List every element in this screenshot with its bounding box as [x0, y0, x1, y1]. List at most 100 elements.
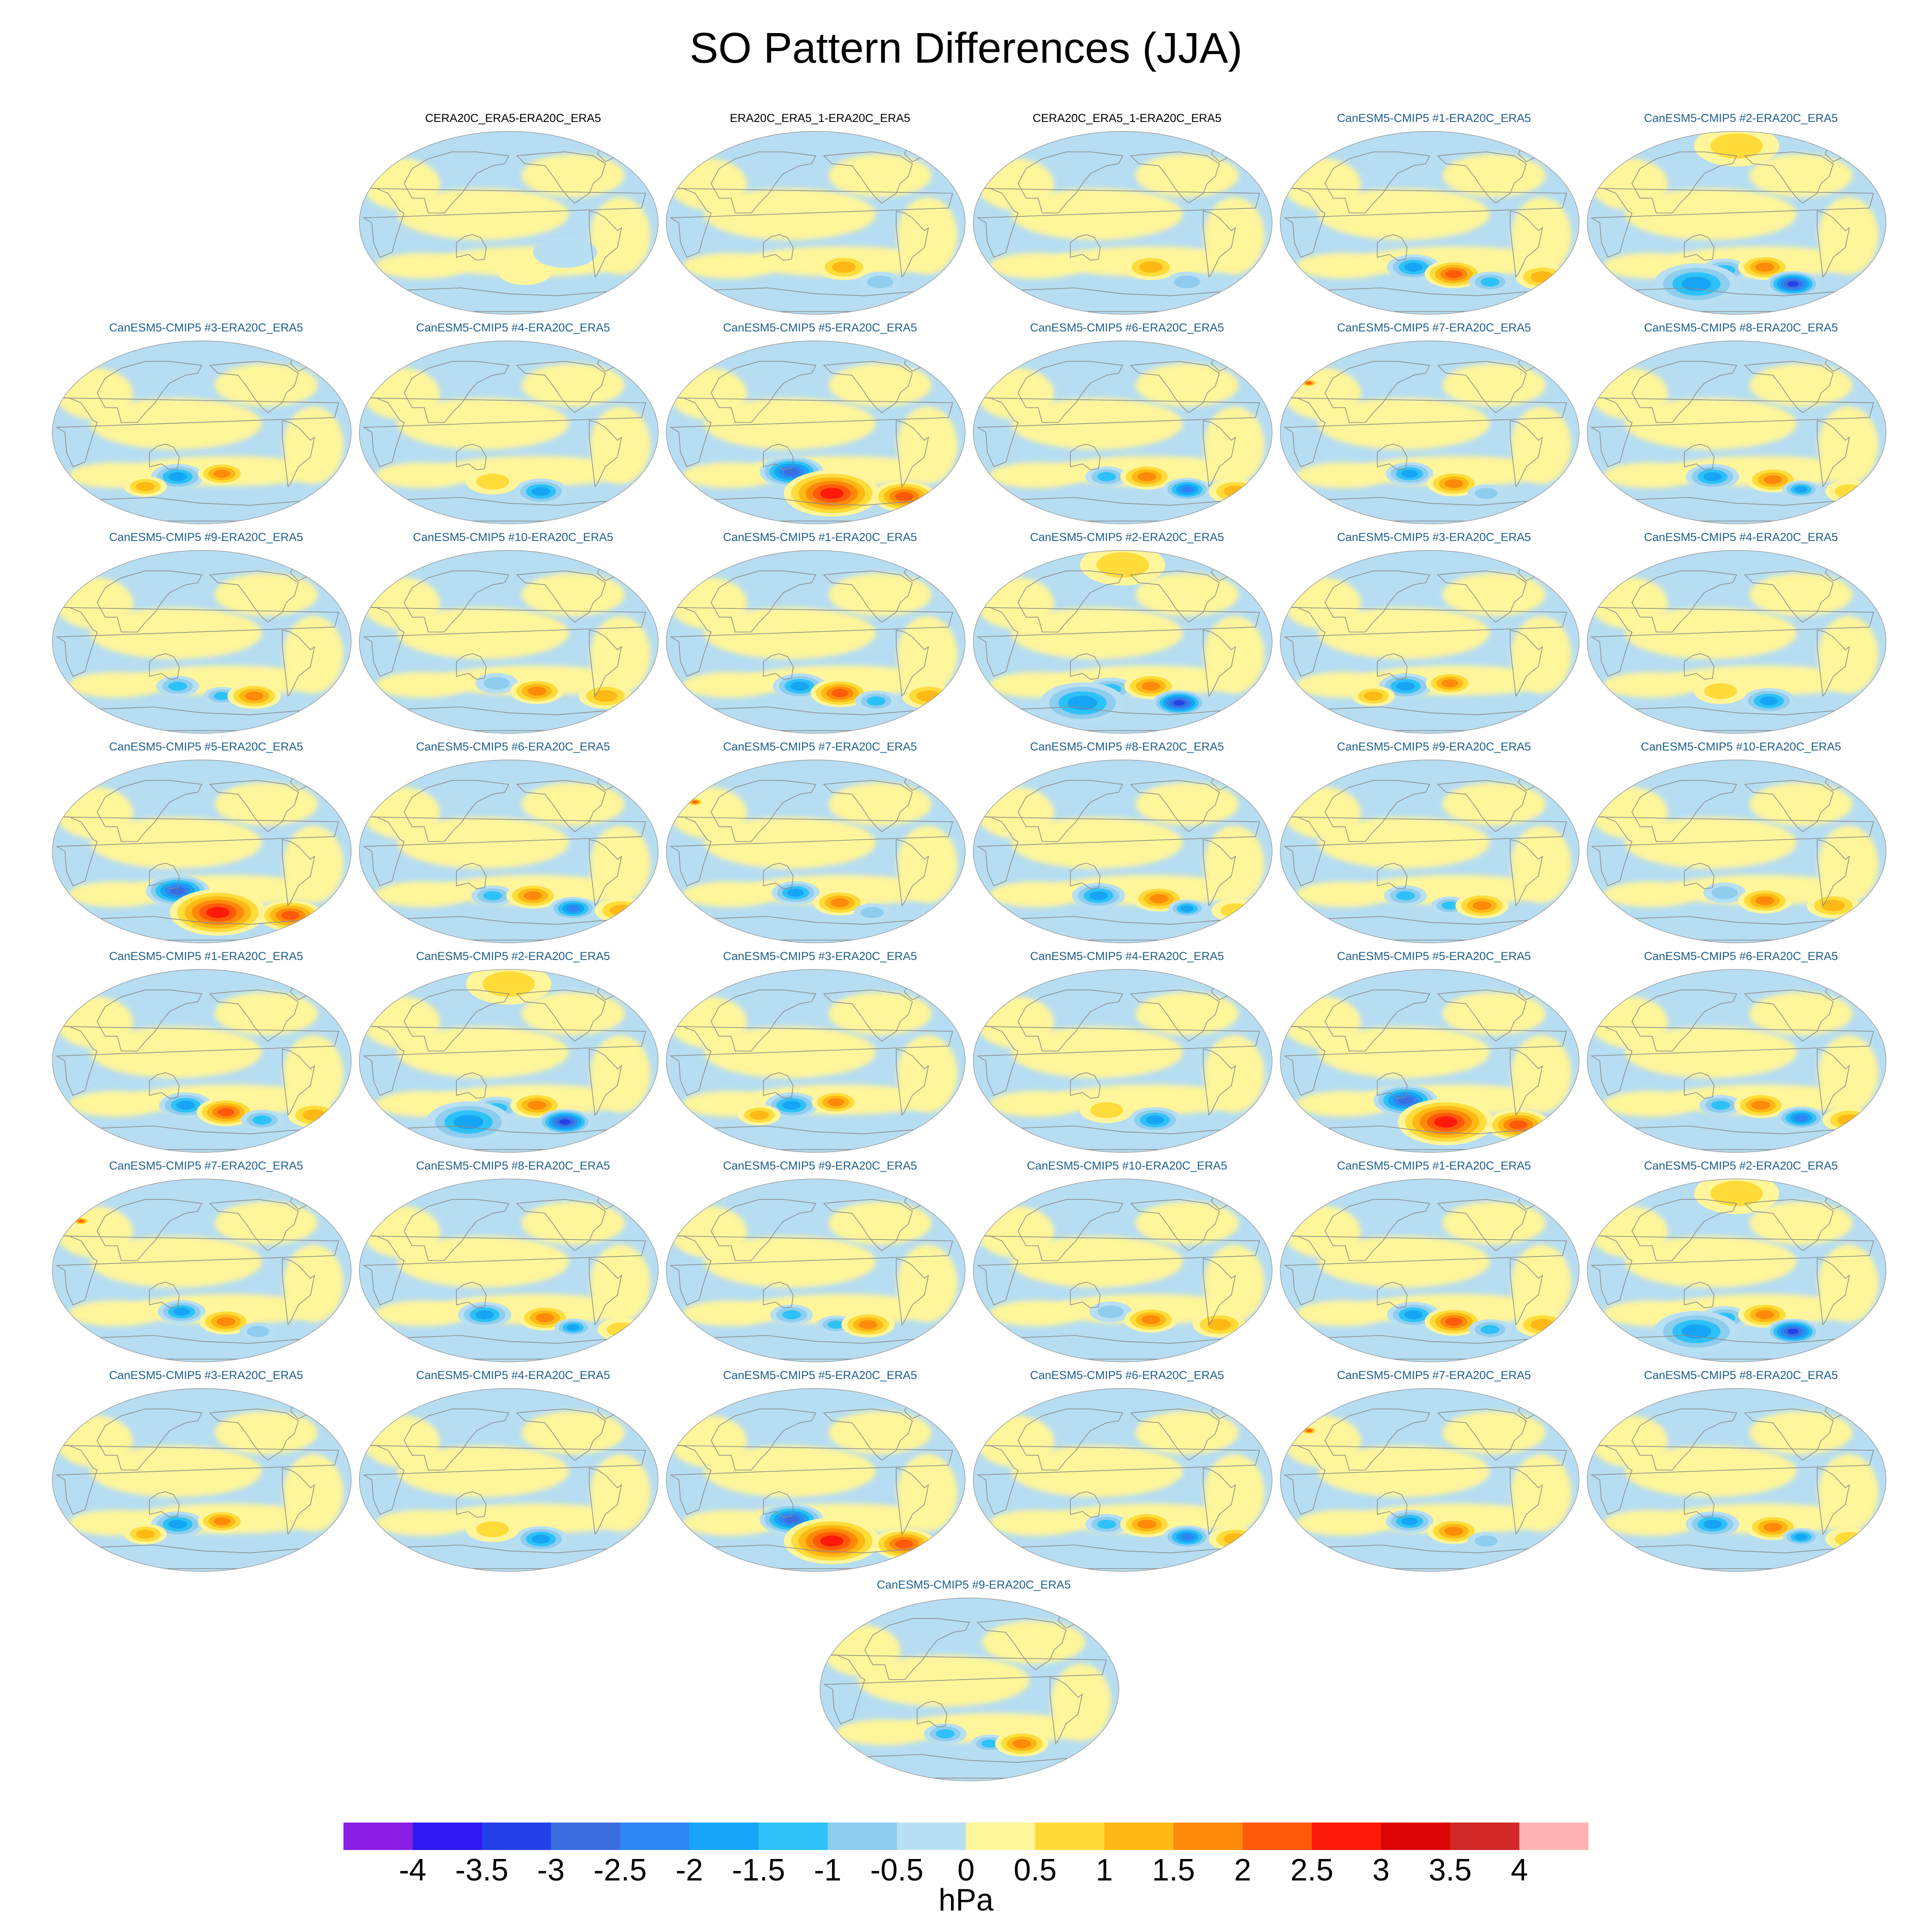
positive-band — [1591, 996, 1668, 1048]
coastline — [1590, 1235, 1874, 1306]
map-outline — [666, 759, 966, 943]
coastline — [1817, 1048, 1850, 1116]
coastline — [363, 1125, 654, 1150]
positive-band — [897, 1245, 957, 1322]
map-plot — [973, 131, 1273, 315]
colorbar-bin — [482, 1823, 551, 1850]
positive-band — [704, 398, 876, 450]
anomaly-contour — [1445, 1317, 1462, 1326]
map-plot — [1587, 131, 1886, 315]
map-panel: CanESM5-CMIP5 #6-ERA20C_ERA5 — [1586, 950, 1896, 1160]
anomaly-contour — [206, 907, 230, 918]
positive-band — [1284, 368, 1361, 419]
positive-band — [1443, 154, 1546, 197]
map-outline — [359, 969, 659, 1153]
coastline — [823, 1654, 1107, 1725]
positive-band — [397, 398, 569, 450]
map-outline — [1587, 969, 1886, 1153]
positive-band — [1136, 573, 1239, 616]
positive-band — [977, 368, 1054, 419]
positive-band — [704, 1446, 876, 1497]
coastline — [516, 989, 606, 1042]
coastline — [763, 1072, 794, 1099]
colorbar-tick-label: -0.5 — [870, 1853, 923, 1887]
coastline — [864, 1618, 970, 1680]
coastline — [977, 1125, 1268, 1150]
panel-title: CanESM5-CMIP5 #7-ERA20C_ERA5 — [109, 1159, 303, 1172]
colorbar-bin — [1242, 1823, 1312, 1850]
map-plot — [1587, 1388, 1886, 1572]
anomaly-contour — [1306, 382, 1312, 384]
colorbar-tick-label: -2 — [675, 1853, 703, 1887]
colorbar-bin — [1104, 1823, 1174, 1850]
positive-band — [376, 672, 470, 698]
coastline — [1437, 780, 1527, 832]
coastline — [589, 839, 622, 907]
positive-band — [1204, 616, 1264, 693]
anomaly-contour — [1530, 1318, 1555, 1331]
panel-title: CanESM5-CMIP5 #6-ERA20C_ERA5 — [416, 740, 610, 753]
positive-band — [1818, 826, 1878, 903]
coastline — [363, 1544, 654, 1569]
anomaly-contour — [168, 472, 187, 481]
positive-band — [522, 992, 625, 1035]
panel-title: CanESM5-CMIP5 #8-ERA20C_ERA5 — [1030, 740, 1224, 753]
positive-band — [1604, 672, 1698, 698]
map-outline — [666, 131, 966, 315]
map-plot — [1280, 759, 1580, 943]
coastline — [1437, 989, 1527, 1042]
coastline — [404, 1408, 510, 1470]
anomaly-contour — [1681, 276, 1711, 292]
anomaly-contour — [453, 1115, 483, 1130]
coastline — [824, 1754, 1115, 1779]
coastline — [1510, 1048, 1543, 1116]
map-outline — [820, 1598, 1119, 1781]
anomaly-contour — [566, 905, 580, 912]
map-panel: CanESM5-CMIP5 #5-ERA20C_ERA5 — [1279, 950, 1589, 1160]
map-outline — [973, 1179, 1273, 1362]
coastline — [1377, 1491, 1408, 1518]
anomaly-contour — [1434, 1116, 1458, 1128]
colorbar-tick-label: 1.5 — [1152, 1853, 1195, 1887]
coastline — [97, 780, 203, 842]
positive-band — [69, 672, 163, 698]
coastline — [976, 607, 1260, 677]
panel-title: CanESM5-CMIP5 #1-ERA20C_ERA5 — [1337, 1159, 1531, 1172]
coastline — [1070, 1072, 1101, 1099]
positive-band — [670, 368, 747, 419]
map-plot — [973, 759, 1273, 943]
positive-band — [283, 1454, 343, 1531]
coastline — [363, 497, 654, 522]
coastline — [823, 1199, 913, 1252]
anomaly-contour — [1474, 1535, 1498, 1547]
map-plot — [973, 550, 1273, 734]
coastline — [1377, 234, 1408, 261]
anomaly-contour — [1787, 281, 1799, 287]
panel-title: CanESM5-CMIP5 #1-ERA20C_ERA5 — [723, 531, 917, 544]
coastline — [589, 1258, 622, 1326]
anomaly-contour — [1821, 899, 1845, 911]
coastline — [976, 397, 1260, 468]
anomaly-contour — [1149, 894, 1168, 903]
coastline — [97, 570, 203, 632]
panel-title: CanESM5-CMIP5 #7-ERA20C_ERA5 — [1337, 1369, 1531, 1382]
coastline — [56, 497, 347, 522]
anomaly-contour — [1763, 1522, 1782, 1532]
coastline — [976, 1026, 1260, 1096]
anomaly-contour — [1067, 696, 1097, 711]
anomaly-contour — [213, 1517, 231, 1525]
colorbar-bin — [827, 1823, 897, 1850]
positive-band — [829, 1411, 932, 1454]
anomaly-contour — [213, 692, 231, 700]
colorbar-bin — [896, 1823, 966, 1850]
positive-band — [283, 407, 343, 484]
anomaly-contour — [532, 1534, 550, 1544]
positive-band — [522, 573, 625, 616]
panel-title: CanESM5-CMIP5 #5-ERA20C_ERA5 — [723, 1369, 917, 1382]
positive-band — [363, 1206, 440, 1258]
coastline — [516, 151, 606, 204]
colorbar-tick-label: 0 — [957, 1853, 975, 1887]
coastline — [1684, 653, 1715, 680]
panel-title: CanESM5-CMIP5 #9-ERA20C_ERA5 — [1337, 740, 1531, 753]
coastline — [977, 1335, 1268, 1360]
